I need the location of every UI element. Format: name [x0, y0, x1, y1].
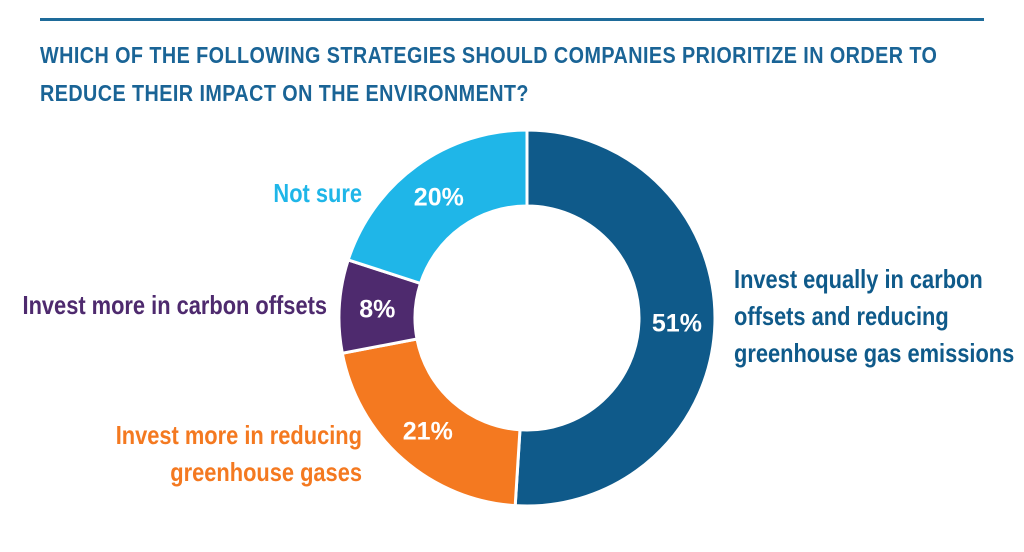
category-label-line: Invest more in carbon offsets [23, 291, 327, 320]
percent-label-not-sure: 20% [414, 184, 464, 212]
percent-labels: 51% 21% 8% 20% [359, 184, 702, 446]
percent-label-invest-more-in-carbon-offsets: 8% [359, 296, 395, 324]
chart-title-line-2: REDUCE THEIR IMPACT ON THE ENVIRONMENT? [40, 80, 529, 106]
chart-title: WHICH OF THE FOLLOWING STRATEGIES SHOULD… [40, 36, 938, 112]
donut-slice-invest-equally-in-carbon-offsets-and-reducing-greenhouse-gas-emissions [513, 128, 717, 508]
category-label-invest-more-in-reducing-greenhouse-gases: Invest more in reducing greenhouse gases [116, 421, 362, 487]
category-label-line: Not sure [273, 179, 362, 208]
category-label-invest-equally-in-carbon-offsets-and-reducing-greenhouse-gas-emissions: Invest equally in carbon offsets and redu… [734, 265, 1014, 368]
top-rule [40, 18, 984, 21]
percent-label-invest-more-in-reducing-greenhouse-gases: 21% [403, 418, 453, 446]
chart-title-line-1: WHICH OF THE FOLLOWING STRATEGIES SHOULD… [40, 42, 938, 68]
category-label-not-sure: Not sure [273, 179, 362, 208]
category-label-line: Invest equally in carbon [734, 265, 983, 294]
category-label-line: offsets and reducing [734, 302, 949, 331]
category-labels: Invest equally in carbon offsets and redu… [23, 179, 1015, 487]
category-label-invest-more-in-carbon-offsets: Invest more in carbon offsets [23, 291, 327, 320]
category-label-line: greenhouse gas emissions [734, 339, 1014, 368]
category-label-line: greenhouse gases [170, 458, 362, 487]
donut-slice-not-sure [346, 128, 529, 286]
donut-slice-invest-more-in-reducing-greenhouse-gases [340, 337, 522, 508]
percent-label-invest-equally-in-carbon-offsets-and-reducing-greenhouse-gas-emissions: 51% [652, 310, 702, 338]
donut-slices [337, 128, 717, 508]
category-label-line: Invest more in reducing [116, 421, 362, 450]
